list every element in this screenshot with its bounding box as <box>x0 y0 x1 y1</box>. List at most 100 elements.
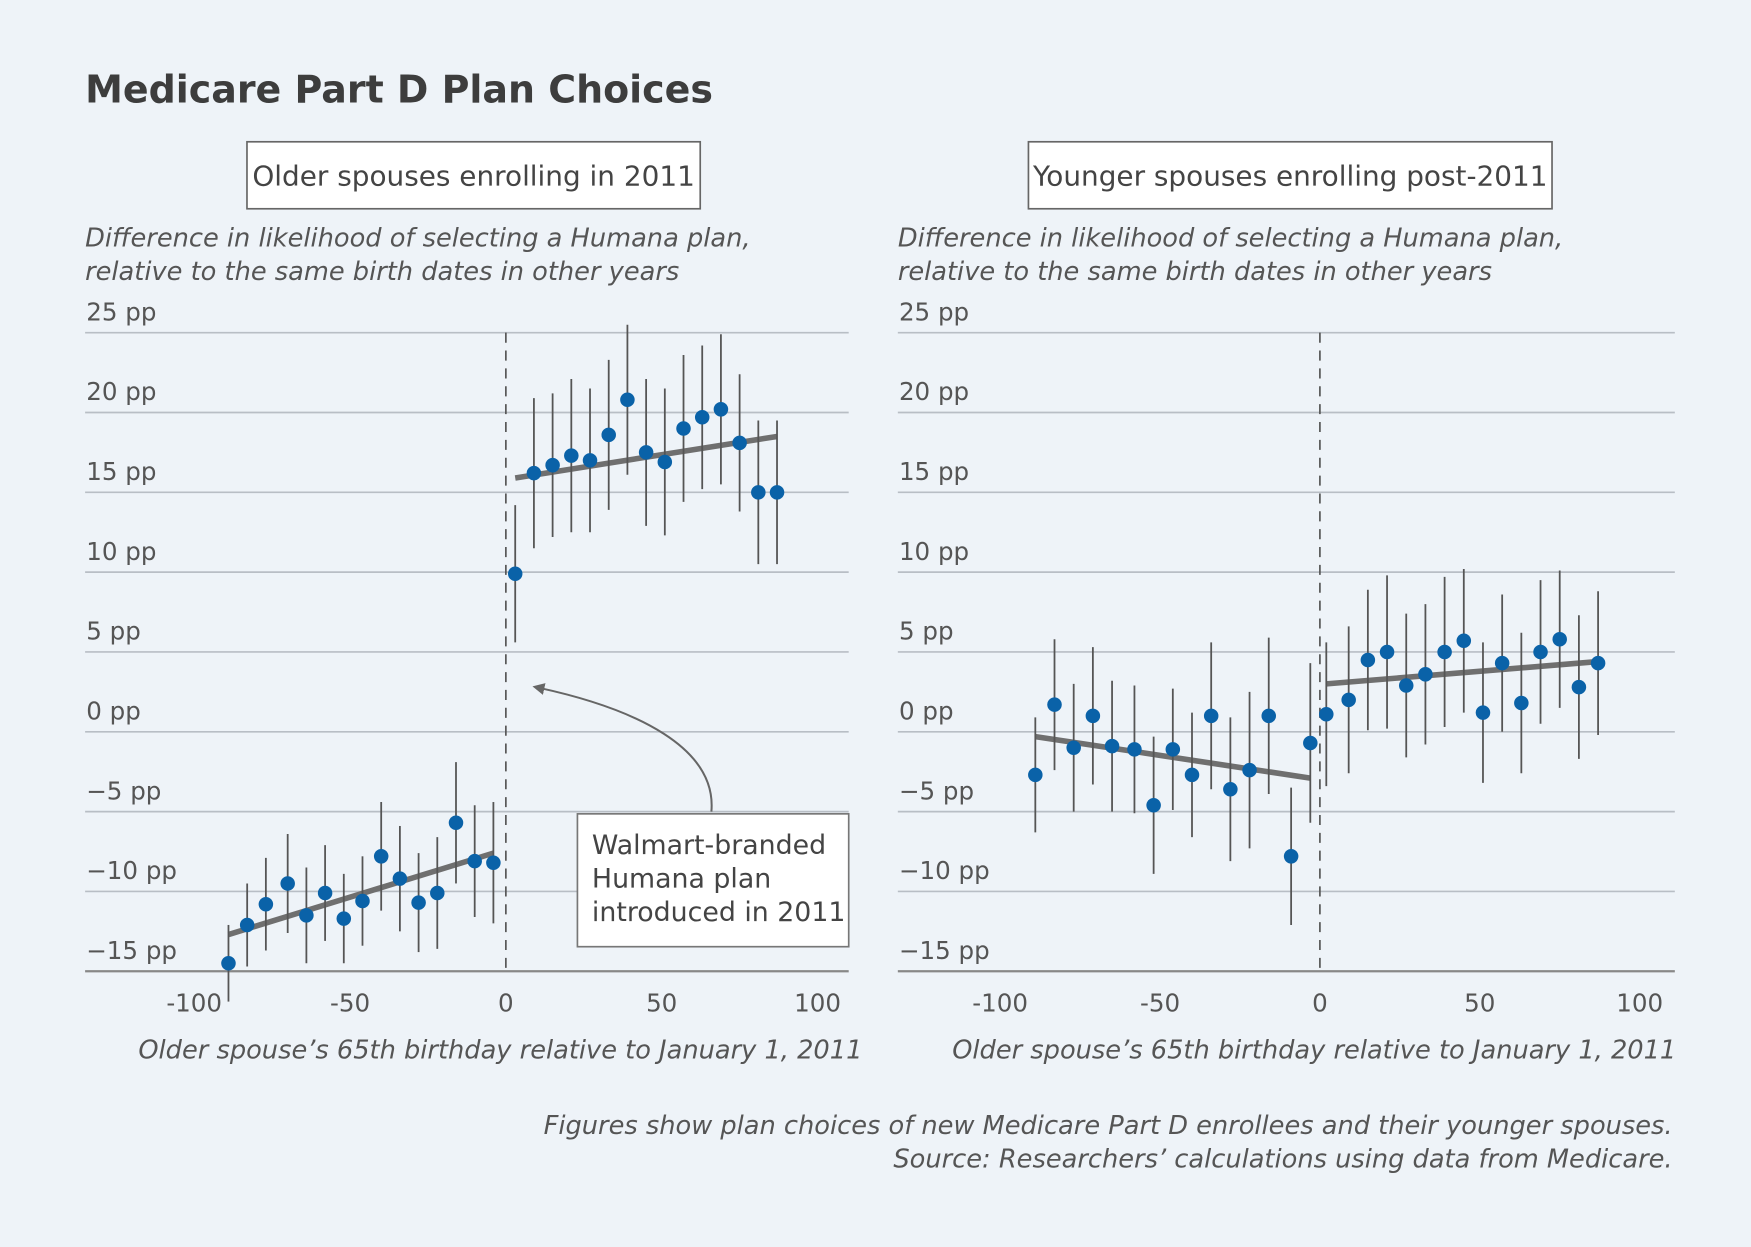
fit-line <box>227 850 495 938</box>
y-tick-label: 10 pp <box>86 537 156 566</box>
fit-line <box>1326 658 1599 687</box>
point <box>1456 633 1472 649</box>
point <box>1418 667 1433 682</box>
point <box>355 893 370 909</box>
panel-title-box <box>246 140 702 210</box>
point <box>1104 738 1120 754</box>
point <box>486 855 501 870</box>
point <box>1341 692 1356 708</box>
annotation-box <box>576 813 850 948</box>
annotation-text: Walmart-branded <box>592 830 826 861</box>
y-tick-label: −10 pp <box>86 856 177 885</box>
point <box>336 911 352 926</box>
point <box>299 908 314 923</box>
y-tick-label: −5 pp <box>86 776 161 805</box>
point <box>1203 708 1219 724</box>
point <box>1028 767 1043 783</box>
point <box>258 896 274 912</box>
point <box>280 876 295 891</box>
x-tick-label: 50 <box>646 988 677 1017</box>
point <box>1533 644 1548 660</box>
x-tick-label: 100 <box>1616 988 1663 1017</box>
point <box>1261 708 1276 724</box>
point <box>239 917 255 933</box>
point <box>1303 735 1318 751</box>
title: Medicare Part D Plan Choices <box>85 68 713 112</box>
y-axis-label: relative to the same birth dates in othe… <box>898 257 1492 287</box>
y-axis-label: Difference in likelihood of selecting a … <box>898 224 1563 254</box>
x-tick-label: -50 <box>330 988 370 1017</box>
point <box>1437 644 1452 660</box>
point <box>392 871 408 886</box>
point <box>467 853 482 869</box>
point <box>657 454 673 470</box>
x-tick-label: 100 <box>794 988 841 1017</box>
point <box>620 392 635 407</box>
point <box>1319 706 1334 722</box>
x-tick-label: 0 <box>498 988 514 1017</box>
point <box>1047 697 1062 712</box>
y-tick-label: 15 pp <box>86 457 156 486</box>
footnote: Source: Researchers’ calculations using … <box>893 1145 1672 1175</box>
x-tick-label: -50 <box>1140 988 1180 1017</box>
point <box>1223 782 1238 797</box>
y-tick-label: 20 pp <box>899 377 969 406</box>
panel-title: Younger spouses enrolling post-2011 <box>1032 159 1548 192</box>
y-tick-label: 5 pp <box>899 617 954 646</box>
y-tick-label: −10 pp <box>899 856 990 885</box>
point <box>430 885 445 901</box>
y-tick-label: 5 pp <box>86 617 141 646</box>
x-tick-label: 0 <box>1312 988 1328 1017</box>
point <box>373 849 389 864</box>
annotation-text: introduced in 2011 <box>592 897 846 928</box>
y-axis-label: Difference in likelihood of selecting a … <box>85 224 750 254</box>
point <box>1066 740 1081 756</box>
y-tick-label: 20 pp <box>86 377 156 406</box>
point <box>1127 742 1142 757</box>
y-tick-label: 15 pp <box>899 457 969 486</box>
point <box>545 457 560 473</box>
x-axis-label: Older spouse’s 65th birthday relative to… <box>138 1035 862 1065</box>
point <box>638 445 654 460</box>
point <box>1283 849 1299 864</box>
point <box>1165 742 1181 757</box>
point <box>1360 652 1376 668</box>
point <box>1146 797 1161 813</box>
point <box>221 956 236 971</box>
point <box>694 410 710 425</box>
y-tick-label: 10 pp <box>899 537 969 566</box>
point <box>1398 678 1414 693</box>
annotation-text: Humana plan <box>592 864 771 895</box>
point <box>1552 631 1567 647</box>
x-tick-label: 50 <box>1464 988 1495 1017</box>
point <box>769 485 785 500</box>
point <box>1242 762 1257 778</box>
point <box>1590 655 1606 671</box>
x-tick-label: -100 <box>972 988 1028 1017</box>
y-tick-label: −15 pp <box>899 936 990 965</box>
point <box>1085 708 1101 724</box>
point <box>582 453 598 468</box>
y-tick-label: 0 pp <box>86 697 141 726</box>
point <box>564 448 579 463</box>
y-axis-label: relative to the same birth dates in othe… <box>85 257 679 287</box>
y-tick-label: −15 pp <box>86 936 177 965</box>
y-tick-label: −5 pp <box>899 776 974 805</box>
point <box>1494 655 1510 671</box>
point <box>1184 767 1200 783</box>
point <box>1475 705 1491 720</box>
point <box>1571 679 1587 695</box>
annotation-arrow <box>532 683 713 812</box>
point <box>317 885 333 901</box>
point <box>1514 695 1529 711</box>
panel-title-box <box>1027 140 1553 210</box>
y-tick-label: 0 pp <box>899 697 954 726</box>
footnote: Figures show plan choices of new Medicar… <box>544 1111 1673 1141</box>
x-tick-label: -100 <box>166 988 222 1017</box>
point <box>507 566 523 581</box>
point <box>448 815 464 831</box>
y-tick-label: 25 pp <box>899 297 969 326</box>
point <box>676 421 691 436</box>
y-tick-label: 25 pp <box>86 297 156 326</box>
